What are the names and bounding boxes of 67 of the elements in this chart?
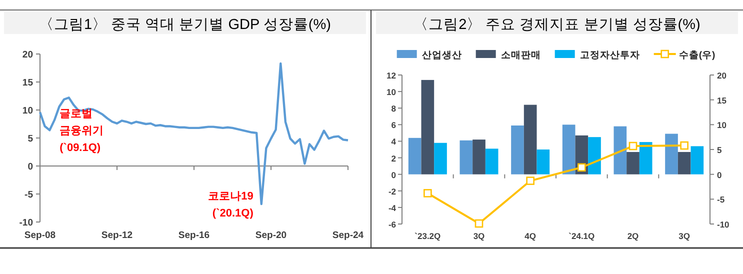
point xyxy=(680,141,688,150)
bar xyxy=(536,150,550,174)
x-tick-label: `23.2Q xyxy=(414,231,442,241)
bar xyxy=(434,142,447,174)
bar xyxy=(408,138,422,174)
y-tick-label: 6 xyxy=(391,120,396,130)
y2-tick-label: 15 xyxy=(717,95,727,106)
x-tick-label: Sep-20 xyxy=(255,230,287,241)
y-tick-label: 20 xyxy=(22,50,33,60)
y-tick-label: 10 xyxy=(22,106,33,116)
y-tick-label: -6 xyxy=(388,220,396,230)
bar xyxy=(511,125,524,174)
point xyxy=(628,142,638,150)
bar xyxy=(460,140,473,174)
y-tick-label: 0 xyxy=(391,170,396,180)
point xyxy=(526,176,534,185)
y-tick-label: 10 xyxy=(386,87,396,98)
legend-label: 고정자산투자 xyxy=(580,50,640,61)
bar xyxy=(678,152,691,174)
chart-title: 〈그림1〉 중국 역대 분기별 GDP 성장률(%) xyxy=(39,17,331,33)
bar xyxy=(639,142,652,174)
y2-tick-label: 0 xyxy=(717,170,722,180)
x-tick-label: Sep-08 xyxy=(24,230,56,241)
y-tick-label: 5 xyxy=(28,134,34,144)
x-tick-label: Sep-24 xyxy=(332,230,364,241)
bar xyxy=(524,104,537,174)
y-tick-label: -5 xyxy=(24,190,34,200)
chart-title: 〈그림2〉 주요 경제지표 분기별 성장률(%) xyxy=(414,17,700,33)
legend-label: 수출(우) xyxy=(678,50,716,61)
x-tick-label: Sep-16 xyxy=(178,230,210,241)
x-tick-label: `24.1Q xyxy=(568,231,596,241)
y2-tick-label: 5 xyxy=(717,145,722,155)
legend-label: 소매판매 xyxy=(500,50,541,61)
point xyxy=(578,163,586,172)
point xyxy=(424,189,432,198)
bar xyxy=(614,126,627,174)
x-tick-label: 3Q xyxy=(678,231,690,241)
y-tick-label: 0 xyxy=(28,162,33,172)
y-tick-label: -4 xyxy=(388,202,396,213)
point xyxy=(474,219,484,228)
bar xyxy=(690,146,704,174)
y2-tick-label: -5 xyxy=(717,194,725,205)
y-tick-label: -10 xyxy=(19,218,33,228)
y-tick-label: -2 xyxy=(388,186,396,196)
y-tick-label: 2 xyxy=(391,153,396,164)
bar xyxy=(626,152,640,174)
legend-label: 산업생산 xyxy=(422,50,462,61)
y-tick-label: 12 xyxy=(386,70,396,80)
annotation: 글로벌 금융위기 (`09.1Q) xyxy=(60,108,104,154)
bar xyxy=(472,140,486,174)
x-tick-label: Sep-12 xyxy=(101,230,133,241)
x-tick-label: 3Q xyxy=(473,231,486,241)
y2-tick-label: 20 xyxy=(717,70,727,80)
bar xyxy=(665,134,678,174)
y2-tick-label: -10 xyxy=(717,220,730,230)
line-series xyxy=(38,62,350,206)
bar xyxy=(562,124,576,174)
bar xyxy=(588,137,601,174)
bar xyxy=(421,80,434,174)
annotation: 코로나19 (`20.1Q) xyxy=(208,190,254,220)
y2-tick-label: 10 xyxy=(717,120,727,130)
y-tick-label: 8 xyxy=(391,104,396,114)
x-tick-label: 2Q xyxy=(627,231,640,241)
bar xyxy=(485,148,498,174)
y-tick-label: 4 xyxy=(391,136,396,147)
x-tick-label: 4Q xyxy=(524,231,536,241)
y-tick-label: 15 xyxy=(22,78,34,88)
